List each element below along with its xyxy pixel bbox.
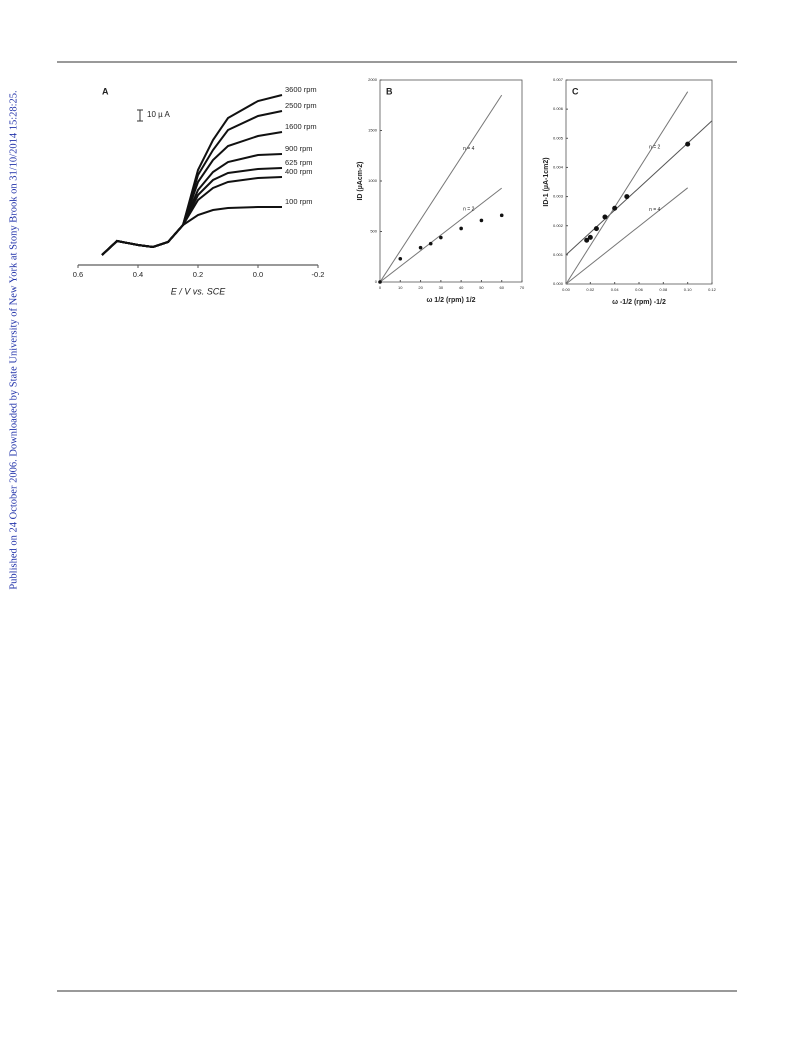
line-label: n = 4 — [649, 207, 660, 213]
x-tick-label: 0.08 — [659, 287, 668, 292]
point — [685, 141, 691, 147]
y-tick-label: 0.001 — [553, 252, 564, 257]
point — [439, 235, 443, 240]
fit-line — [565, 91, 689, 285]
x-tick-label: 70 — [520, 285, 525, 290]
y-axis-label: ID-1 (µA-1cm2) — [543, 157, 550, 206]
x-tick-label: 10 — [398, 285, 403, 290]
x-tick-label: 0.6 — [73, 270, 83, 279]
point — [418, 245, 423, 250]
series-label: 900 rpm — [285, 144, 313, 153]
y-tick-label: 1500 — [368, 128, 378, 133]
point — [612, 205, 618, 211]
x-tick-label: 0.00 — [562, 287, 571, 292]
x-tick-label: 0.06 — [635, 287, 644, 292]
y-tick-label: 0.004 — [553, 164, 564, 169]
fit-line — [565, 120, 713, 256]
point — [584, 237, 590, 243]
series-label: 100 rpm — [285, 197, 313, 206]
x-tick-label: 0.12 — [708, 287, 717, 292]
panel-label: A — [102, 86, 109, 96]
y-tick-label: 500 — [370, 229, 377, 234]
x-tick-label: 40 — [459, 285, 464, 290]
y-tick-label: 0.007 — [553, 77, 564, 82]
y-tick-label: 0.002 — [553, 223, 564, 228]
y-tick-label: 0 — [375, 279, 378, 284]
y-tick-label: 1000 — [368, 178, 378, 183]
fit-line — [379, 94, 503, 283]
x-tick-label: 0.04 — [611, 287, 620, 292]
series-label: 1600 rpm — [285, 122, 317, 131]
x-tick-label: -0.2 — [312, 270, 325, 279]
x-axis-label: ω -1/2 (rpm) -1/2 — [612, 299, 666, 306]
x-tick-label: 0.0 — [253, 270, 263, 279]
x-tick-label: 0.2 — [193, 270, 203, 279]
x-axis-label: ω 1/2 (rpm) 1/2 — [426, 297, 475, 304]
line-label: n = 4 — [463, 146, 474, 152]
point — [499, 213, 504, 218]
series-label: 400 rpm — [285, 167, 313, 176]
curve — [101, 206, 282, 256]
x-tick-label: 0 — [379, 285, 382, 290]
x-axis-label: E / V vs. SCE — [171, 286, 227, 296]
point — [624, 194, 630, 200]
plot-frame — [565, 79, 713, 285]
y-axis-label: ID (µAcm-2) — [357, 161, 364, 200]
y-tick-label: 2000 — [368, 77, 378, 82]
side-note: Published on 24 October 2006. Downloaded… — [8, 90, 19, 589]
line-label: n = 2 — [463, 206, 474, 212]
plot-frame — [379, 79, 523, 283]
curve — [101, 110, 283, 256]
x-tick-label: 0.4 — [133, 270, 143, 279]
panel-label: C — [572, 86, 579, 96]
point — [587, 234, 593, 240]
y-tick-label: 0.000 — [553, 281, 564, 286]
x-tick-label: 60 — [499, 285, 504, 290]
y-tick-label: 0.006 — [553, 106, 564, 111]
x-tick-label: 0.10 — [684, 287, 693, 292]
panel-label: B — [386, 86, 393, 96]
x-tick-label: 30 — [439, 285, 444, 290]
point — [602, 214, 608, 220]
scale-label: 10 µ A — [147, 110, 171, 119]
curve — [101, 94, 283, 256]
point — [428, 241, 433, 246]
fit-line — [565, 187, 689, 285]
x-tick-label: 20 — [418, 285, 423, 290]
point — [459, 226, 463, 231]
series-label: 3600 rpm — [285, 85, 317, 94]
point — [479, 218, 484, 223]
x-tick-label: 50 — [479, 285, 484, 290]
point — [593, 226, 599, 232]
line-label: n = 2 — [649, 144, 660, 150]
series-label: 2500 rpm — [285, 101, 317, 110]
point — [398, 256, 403, 261]
series-label: 625 rpm — [285, 158, 313, 167]
y-tick-label: 0.003 — [553, 194, 564, 199]
fit-line — [379, 187, 503, 283]
y-tick-label: 0.005 — [553, 135, 564, 140]
x-tick-label: 0.02 — [586, 287, 595, 292]
point — [378, 280, 382, 284]
